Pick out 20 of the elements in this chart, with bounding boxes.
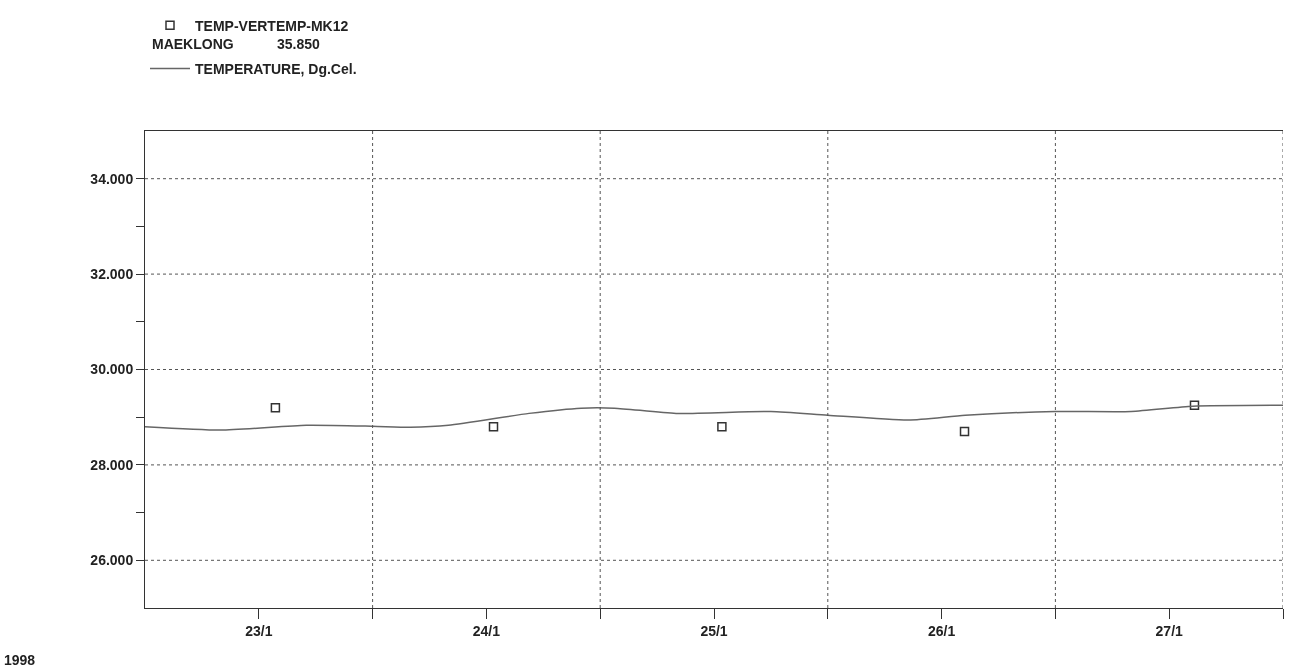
text: MAEKLONG [152, 36, 234, 52]
y-tick-label: 32.000 [90, 266, 134, 282]
point [959, 426, 970, 437]
x-tick-label: 23/1 [245, 622, 273, 639]
point [717, 421, 727, 432]
legend-label: TEMP-VERTEMP-MK12 [195, 17, 349, 34]
x-tick-label: 24/1 [472, 622, 501, 639]
x-tick-label: 25/1 [700, 622, 728, 639]
point [270, 402, 281, 413]
x-tick-label: 27/1 [1155, 622, 1184, 639]
text: 1998 [4, 652, 36, 668]
y-tick-label: 28.000 [90, 456, 134, 473]
point [1189, 400, 1200, 411]
y-tick-label: 26.000 [90, 552, 134, 569]
text: 35.850 [277, 36, 321, 52]
y-tick-label: 34.000 [90, 170, 134, 187]
x-tick-label: 26/1 [927, 622, 956, 639]
point [488, 421, 499, 432]
y-tick-label: 30.000 [90, 361, 134, 378]
legend-label: TEMPERATURE, Dg.Cel. [195, 61, 357, 78]
